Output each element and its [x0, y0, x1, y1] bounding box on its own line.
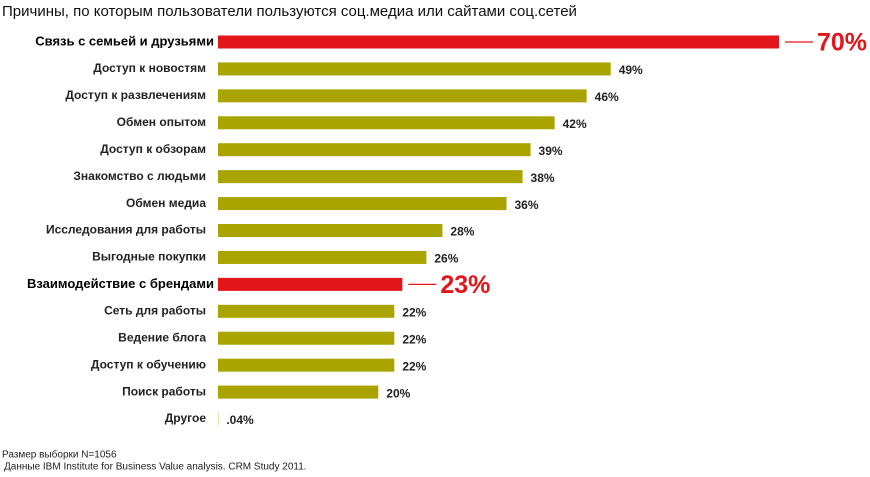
category-label: Исследования для работы: [46, 223, 206, 237]
value-label: 22%: [402, 359, 426, 373]
category-label: Обмен опытом: [117, 115, 206, 129]
bar: [218, 304, 395, 318]
value-label: 20%: [386, 386, 410, 400]
chart-title: Причины, по которым пользователи пользую…: [2, 3, 577, 20]
category-label: Знакомство с людьми: [73, 169, 206, 183]
bar: [218, 89, 587, 103]
category-label: Сеть для работы: [104, 303, 206, 317]
category-label: Выгодные покупки: [92, 250, 206, 264]
bar: [218, 197, 507, 211]
bar: [218, 331, 395, 345]
category-label: Поиск работы: [122, 384, 206, 398]
value-label: 22%: [402, 332, 426, 346]
value-label: .04%: [226, 413, 254, 427]
value-label: 28%: [450, 225, 474, 239]
category-label: Доступ к обучению: [91, 357, 206, 371]
bar: [218, 277, 403, 291]
category-label: Доступ к новостям: [93, 61, 206, 75]
value-label: 36%: [515, 198, 539, 212]
note: Данные IBM Institute for Business Value …: [4, 462, 307, 473]
value-label: 23%: [440, 271, 490, 299]
bar: [218, 116, 555, 130]
category-label: Обмен медиа: [126, 196, 206, 210]
value-label: 26%: [434, 252, 458, 266]
bar: [218, 35, 779, 49]
category-label: Доступ к развлечениям: [65, 88, 206, 102]
bar: [218, 358, 395, 372]
bar: [218, 224, 443, 238]
category-label: Другое: [165, 411, 207, 425]
value-label: 46%: [595, 90, 619, 104]
bar: [218, 385, 379, 399]
value-label: 42%: [563, 117, 587, 131]
value-label: 38%: [531, 171, 555, 185]
bar: [218, 250, 427, 264]
value-label: 22%: [402, 305, 426, 319]
note: Размер выборки N=1056: [2, 449, 117, 461]
category-label: Ведение блога: [118, 330, 206, 344]
bar: [218, 62, 611, 76]
category-label: Доступ к обзорам: [100, 142, 206, 156]
value-label: 49%: [619, 63, 643, 77]
value-label: 70%: [817, 29, 867, 57]
category-label: Связь с семьей и друзьями: [35, 33, 214, 48]
value-label: 39%: [539, 144, 563, 158]
bar: [218, 143, 531, 157]
category-label: Взаимодействие с брендами: [27, 276, 214, 291]
bar: [218, 170, 523, 184]
